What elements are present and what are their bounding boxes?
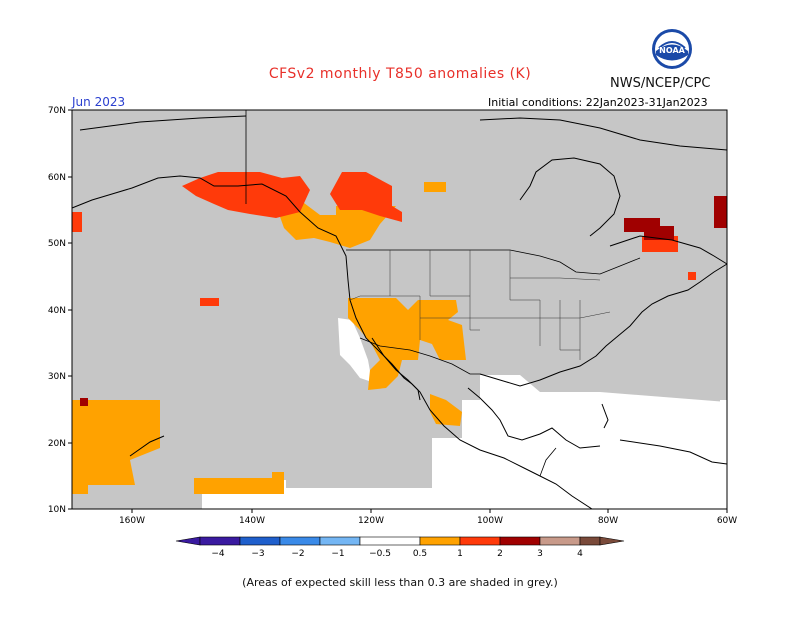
legend-swatch (579, 536, 601, 546)
color-legend (175, 536, 625, 546)
lon-label: 140W (239, 516, 265, 526)
lat-label: 30N (48, 372, 66, 382)
legend-label: −2 (291, 549, 304, 559)
legend-swatch (359, 536, 421, 546)
lat-label: 60N (48, 173, 66, 183)
anomaly-orange (72, 182, 466, 494)
initial-conditions: Initial conditions: 22Jan2023-31Jan2023 (488, 96, 708, 109)
state-borders (349, 250, 611, 360)
legend-arrow-low (175, 536, 201, 546)
lon-ticks (131, 509, 728, 513)
lat-labels: 70N 60N 50N 40N 30N 20N 10N (48, 106, 66, 515)
lat-label: 20N (48, 439, 66, 449)
legend-label: −3 (251, 549, 264, 559)
forecast-month: Jun 2023 (72, 95, 126, 109)
chart-title: CFSv2 monthly T850 anomalies (K) (268, 66, 532, 82)
anomaly-darkred (80, 196, 727, 406)
noaa-logo: NOAA (651, 28, 693, 70)
skill-footnote: (Areas of expected skill less than 0.3 a… (242, 576, 558, 589)
lat-label: 70N (48, 106, 66, 116)
legend-arrow-high (599, 536, 625, 546)
legend-label: −0.5 (369, 549, 391, 559)
noaa-logo-text: NOAA (659, 46, 685, 55)
legend-swatch (319, 536, 361, 546)
coastlines (71, 115, 728, 510)
legend-swatch (419, 536, 461, 546)
legend-swatch (199, 536, 241, 546)
skill-unmasked-areas (338, 318, 727, 509)
legend-label: −1 (331, 549, 344, 559)
legend-swatch (239, 536, 281, 546)
legend-label: 4 (577, 549, 583, 559)
legend-swatch (499, 536, 541, 546)
lon-label: 80W (598, 516, 618, 526)
legend-labels: −4 −3 −2 −1 −0.5 0.5 1 2 3 4 (211, 549, 583, 559)
legend-swatch (539, 536, 581, 546)
country-borders (245, 110, 641, 477)
legend-label: 1 (457, 549, 463, 559)
lon-label: 100W (477, 516, 503, 526)
lon-label: 160W (119, 516, 145, 526)
legend-label: 2 (497, 549, 503, 559)
lon-label: 120W (358, 516, 384, 526)
lat-ticks (68, 109, 72, 510)
legend-label: −4 (211, 549, 225, 559)
lat-label: 50N (48, 239, 66, 249)
skill-mask (72, 110, 727, 509)
lat-label: 10N (48, 505, 66, 515)
lon-label: 60W (717, 516, 737, 526)
lat-label: 40N (48, 306, 66, 316)
legend-label: 3 (537, 549, 543, 559)
lon-labels: 160W 140W 120W 100W 80W 60W (119, 516, 737, 526)
legend-swatch (279, 536, 321, 546)
agency-label: NWS/NCEP/CPC (610, 76, 711, 91)
legend-label: 0.5 (413, 549, 427, 559)
legend-swatch (459, 536, 501, 546)
